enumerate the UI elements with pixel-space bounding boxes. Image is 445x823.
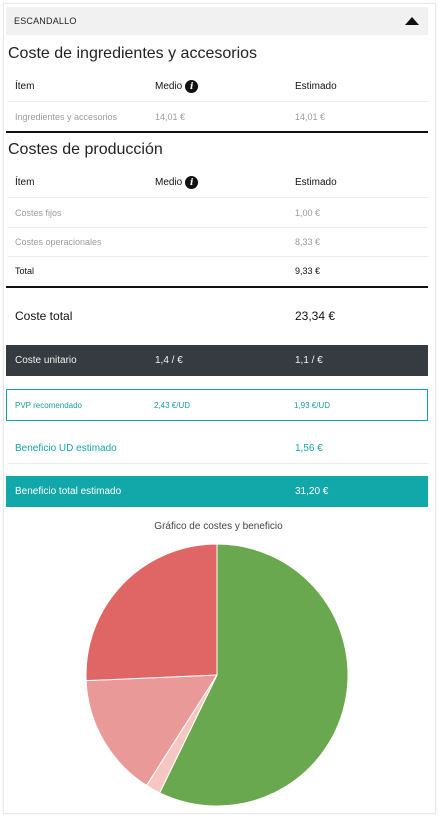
row-estimado: 8,33 € [295,236,321,247]
info-icon[interactable]: i [185,80,199,93]
total-label: Total [15,265,35,276]
production-header-row: Ítem Medio i Estimado [8,168,428,198]
col-medio-label: Medio [155,177,183,188]
row-item: Costes fijos [15,207,62,218]
col-medio-header: Medio i [155,72,199,101]
table-row: Ingredientes y accesorios 14,01 € 14,01 … [8,102,428,132]
pvp-estimado: 1,93 €/UD [294,400,331,410]
beneficio-ud-row: Beneficio UD estimado 1,56 € [8,433,428,464]
coste-unitario-estimado: 1,1 / € [295,355,323,366]
ingredients-section-title: Coste de ingredientes y accesorios [8,45,258,62]
table-row: Costes fijos 1,00 € [8,198,428,228]
row-item: Ingredientes y accesorios [15,111,118,122]
section-divider [6,131,428,133]
row-item: Costes operacionales [15,236,102,247]
escandallo-header[interactable]: ESCANDALLO [6,7,428,35]
pie-slice-3[interactable] [85,543,218,682]
cost-benefit-pie-chart [85,543,349,807]
col-item-header: Ítem [15,177,35,188]
beneficio-total-row: Beneficio total estimado 31,20 € [6,476,428,507]
coste-unitario-medio: 1,4 / € [155,355,183,366]
row-medio: 14,01 € [155,111,186,122]
pie-slice-0[interactable] [159,543,349,807]
table-row: Costes operacionales 8,33 € [8,227,428,257]
pvp-row: PVP recomendado 2,43 €/UD 1,93 €/UD [6,389,428,421]
pie-slice-2[interactable] [85,674,218,787]
col-medio-header: Medio i [155,168,199,197]
header-title: ESCANDALLO [14,16,77,26]
total-value: 9,33 € [295,265,321,276]
ingredients-header-row: Ítem Medio i Estimado [8,72,428,102]
col-estimado-header: Estimado [295,177,337,188]
beneficio-ud-value: 1,56 € [295,442,323,454]
coste-total-row: Coste total 23,34 € [8,301,428,331]
coste-unitario-label: Coste unitario [15,355,77,366]
section-divider [6,286,428,288]
total-row: Total 9,33 € [8,256,428,285]
chart-title: Gráfico de costes y beneficio [154,521,283,532]
beneficio-ud-label: Beneficio UD estimado [15,442,117,454]
col-estimado-header: Estimado [295,81,337,92]
pvp-medio: 2,43 €/UD [154,400,191,410]
production-section-title: Costes de producción [8,141,163,158]
row-estimado: 14,01 € [295,111,326,122]
pvp-label: PVP recomendado [15,400,83,410]
collapse-caret-icon[interactable] [405,17,419,25]
coste-total-label: Coste total [15,309,73,323]
row-estimado: 1,00 € [295,207,321,218]
col-item-header: Ítem [15,81,35,92]
beneficio-total-value: 31,20 € [295,486,329,497]
col-medio-label: Medio [155,81,183,92]
coste-unitario-row: Coste unitario 1,4 / € 1,1 / € [6,345,428,376]
beneficio-total-label: Beneficio total estimado [15,486,122,497]
coste-total-value: 23,34 € [295,309,336,323]
info-icon[interactable]: i [185,176,199,189]
